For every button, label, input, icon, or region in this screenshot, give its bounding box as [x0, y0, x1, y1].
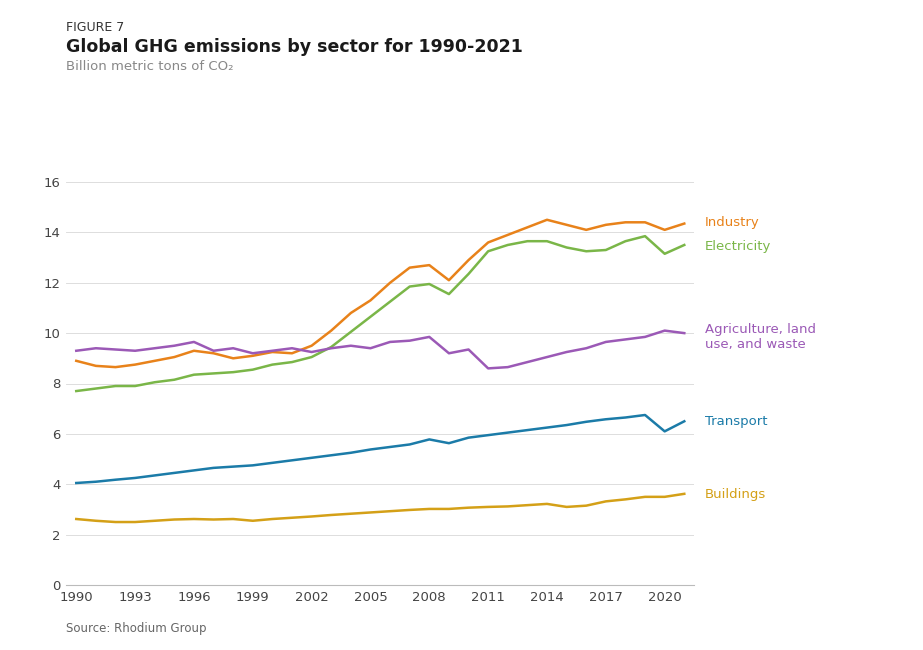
- Text: Billion metric tons of CO₂: Billion metric tons of CO₂: [66, 60, 234, 73]
- Text: FIGURE 7: FIGURE 7: [66, 21, 125, 34]
- Text: Global GHG emissions by sector for 1990-2021: Global GHG emissions by sector for 1990-…: [66, 38, 523, 56]
- Text: Agriculture, land
use, and waste: Agriculture, land use, and waste: [705, 323, 816, 351]
- Text: Transport: Transport: [705, 415, 768, 428]
- Text: Source: Rhodium Group: Source: Rhodium Group: [66, 622, 207, 635]
- Text: Buildings: Buildings: [705, 488, 766, 500]
- Text: Industry: Industry: [705, 216, 760, 229]
- Text: Electricity: Electricity: [705, 240, 772, 253]
